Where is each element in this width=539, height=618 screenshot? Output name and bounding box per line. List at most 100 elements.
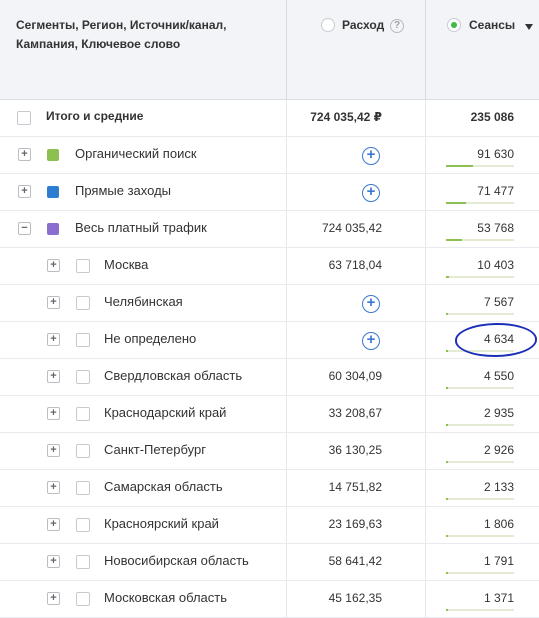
sessions-share-fill bbox=[446, 387, 448, 389]
sessions-share-fill bbox=[446, 313, 448, 315]
row-checkbox[interactable] bbox=[76, 481, 90, 495]
sort-desc-icon[interactable] bbox=[525, 24, 533, 30]
expand-icon[interactable]: + bbox=[47, 407, 60, 420]
expand-icon[interactable]: + bbox=[47, 333, 60, 346]
expand-icon[interactable]: + bbox=[47, 518, 60, 531]
row-checkbox[interactable] bbox=[76, 555, 90, 569]
sessions-value: 235 086 bbox=[470, 110, 514, 124]
sessions-share-fill bbox=[446, 572, 448, 574]
sessions-value: 2 133 bbox=[483, 480, 514, 494]
sessions-share-bar bbox=[446, 165, 514, 167]
sessions-value: 10 403 bbox=[477, 258, 514, 272]
table-row[interactable]: − Весь платный трафик 724 035,42 53 768 bbox=[0, 211, 539, 248]
segment-color-swatch bbox=[47, 186, 59, 198]
row-label[interactable]: Не определено bbox=[104, 331, 197, 346]
row-label[interactable]: Новосибирская область bbox=[104, 553, 249, 568]
table-row[interactable]: + Санкт-Петербург 36 130,25 2 926 bbox=[0, 433, 539, 470]
row-label[interactable]: Прямые заходы bbox=[75, 183, 172, 198]
row-label[interactable]: Органический поиск bbox=[75, 146, 197, 161]
table-row[interactable]: + Москва 63 718,04 10 403 bbox=[0, 248, 539, 285]
expand-icon[interactable]: + bbox=[47, 296, 60, 309]
sessions-share-fill bbox=[446, 276, 449, 278]
add-spend-icon[interactable]: + bbox=[362, 184, 380, 202]
expand-icon[interactable]: + bbox=[47, 444, 60, 457]
row-label[interactable]: Итого и средние bbox=[46, 109, 144, 123]
spend-column-header[interactable]: Расход ? bbox=[286, 0, 425, 100]
add-spend-icon[interactable]: + bbox=[362, 295, 380, 313]
row-label[interactable]: Краснодарский край bbox=[104, 405, 227, 420]
sessions-share-bar bbox=[446, 572, 514, 574]
expand-icon[interactable]: + bbox=[47, 555, 60, 568]
spend-metric-radio[interactable] bbox=[321, 18, 335, 32]
sessions-value: 53 768 bbox=[477, 221, 514, 235]
help-icon[interactable]: ? bbox=[390, 19, 404, 33]
table-row[interactable]: + Краснодарский край 33 208,67 2 935 bbox=[0, 396, 539, 433]
sessions-share-fill bbox=[446, 498, 448, 500]
table-row[interactable]: + Московская область 45 162,35 1 371 bbox=[0, 581, 539, 618]
add-spend-icon[interactable]: + bbox=[362, 332, 380, 350]
sessions-value: 7 567 bbox=[483, 295, 514, 309]
row-checkbox[interactable] bbox=[76, 518, 90, 532]
table-row[interactable]: + Красноярский край 23 169,63 1 806 bbox=[0, 507, 539, 544]
row-label[interactable]: Самарская область bbox=[104, 479, 223, 494]
table-row[interactable]: + Новосибирская область 58 641,42 1 791 bbox=[0, 544, 539, 581]
column-divider bbox=[286, 100, 287, 618]
spend-value: 724 035,42 ₽ bbox=[310, 110, 382, 124]
row-checkbox[interactable] bbox=[46, 148, 60, 162]
row-checkbox[interactable] bbox=[76, 333, 90, 347]
row-checkbox[interactable] bbox=[76, 370, 90, 384]
expand-icon[interactable]: + bbox=[47, 592, 60, 605]
table-row[interactable]: + Свердловская область 60 304,09 4 550 bbox=[0, 359, 539, 396]
sessions-column-header[interactable]: Сеансы bbox=[425, 0, 539, 100]
sessions-value: 91 630 bbox=[477, 147, 514, 161]
sessions-share-bar bbox=[446, 609, 514, 611]
sessions-value: 1 806 bbox=[483, 517, 514, 531]
table-header: Сегменты, Регион, Источник/канал, Кампан… bbox=[0, 0, 539, 100]
spend-header-label: Расход bbox=[342, 18, 385, 32]
table-row[interactable]: + Не определено +4 634 bbox=[0, 322, 539, 359]
row-label[interactable]: Московская область bbox=[104, 590, 228, 605]
add-spend-icon[interactable]: + bbox=[362, 147, 380, 165]
sessions-share-fill bbox=[446, 535, 448, 537]
expand-icon[interactable]: + bbox=[18, 148, 31, 161]
expand-icon[interactable]: + bbox=[18, 185, 31, 198]
totals-row[interactable]: Итого и средние 724 035,42 ₽ 235 086 bbox=[0, 100, 539, 137]
row-label[interactable]: Санкт-Петербург bbox=[104, 442, 206, 457]
sessions-share-bar bbox=[446, 461, 514, 463]
row-label[interactable]: Свердловская область bbox=[104, 368, 243, 383]
expand-icon[interactable]: + bbox=[47, 481, 60, 494]
spend-value: 724 035,42 bbox=[321, 221, 382, 235]
row-checkbox[interactable] bbox=[46, 222, 60, 236]
sessions-metric-radio[interactable] bbox=[447, 18, 461, 32]
row-checkbox[interactable] bbox=[76, 407, 90, 421]
sessions-share-fill bbox=[446, 165, 473, 167]
expand-icon[interactable]: + bbox=[47, 259, 60, 272]
row-checkbox[interactable] bbox=[76, 444, 90, 458]
table-row[interactable]: + Органический поиск +91 630 bbox=[0, 137, 539, 174]
expand-icon[interactable]: + bbox=[47, 370, 60, 383]
row-checkbox[interactable] bbox=[46, 185, 60, 199]
row-label[interactable]: Челябинская bbox=[104, 294, 183, 309]
collapse-icon[interactable]: − bbox=[18, 222, 31, 235]
sessions-share-bar bbox=[446, 498, 514, 500]
segments-column-header[interactable]: Сегменты, Регион, Источник/канал, Кампан… bbox=[0, 0, 286, 100]
row-checkbox[interactable] bbox=[76, 296, 90, 310]
row-checkbox[interactable] bbox=[17, 111, 31, 125]
spend-value: 36 130,25 bbox=[328, 443, 382, 457]
sessions-share-bar bbox=[446, 387, 514, 389]
sessions-share-fill bbox=[446, 609, 448, 611]
spend-value: 63 718,04 bbox=[328, 258, 382, 272]
sessions-share-bar bbox=[446, 239, 514, 241]
table-row[interactable]: + Самарская область 14 751,82 2 133 bbox=[0, 470, 539, 507]
row-label[interactable]: Весь платный трафик bbox=[75, 220, 207, 235]
sessions-header-label: Сеансы bbox=[469, 18, 516, 32]
row-label[interactable]: Красноярский край bbox=[104, 516, 219, 531]
sessions-share-fill bbox=[446, 350, 448, 352]
row-label[interactable]: Москва bbox=[104, 257, 149, 272]
row-checkbox[interactable] bbox=[76, 259, 90, 273]
table-row[interactable]: + Прямые заходы +71 477 bbox=[0, 174, 539, 211]
spend-value: 23 169,63 bbox=[328, 517, 382, 531]
table-row[interactable]: + Челябинская +7 567 bbox=[0, 285, 539, 322]
row-checkbox[interactable] bbox=[76, 592, 90, 606]
